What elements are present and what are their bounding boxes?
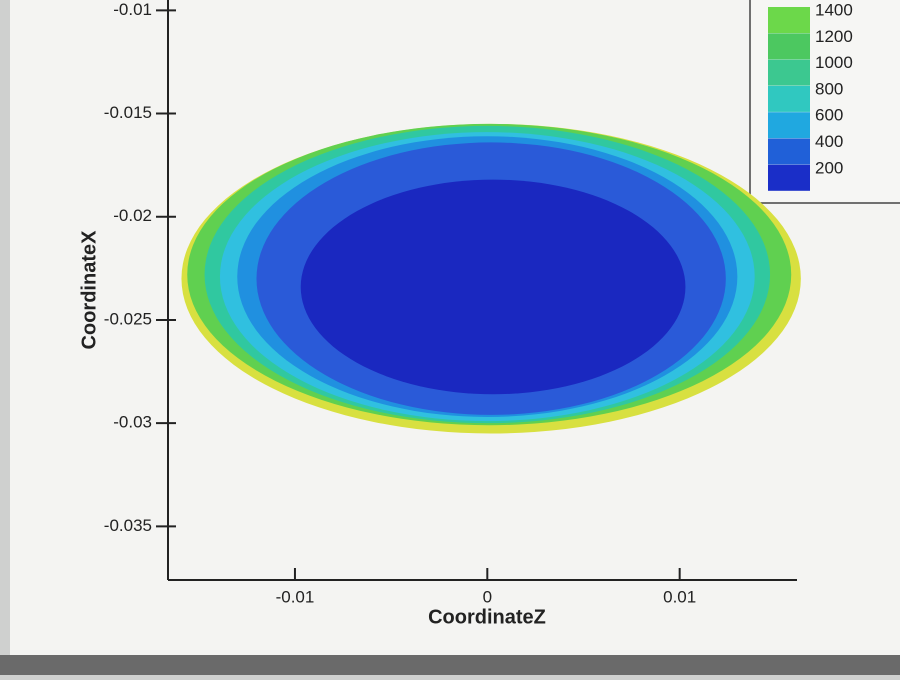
contour-region (300, 179, 686, 395)
screen-bezel (0, 655, 900, 675)
legend-swatch (768, 59, 810, 86)
legend-swatch (768, 138, 810, 165)
y-tick-label: -0.035 (104, 516, 152, 535)
y-axis-label: CoordinateX (78, 230, 100, 350)
y-tick-label: -0.015 (104, 103, 152, 122)
legend-label: 200 (815, 158, 843, 177)
y-tick-label: -0.025 (104, 309, 152, 328)
legend-swatch (768, 112, 810, 139)
x-tick-label: 0.01 (663, 587, 696, 606)
legend-label: 600 (815, 106, 843, 125)
legend-swatch (768, 85, 810, 112)
y-tick-label: -0.03 (113, 413, 152, 432)
legend-label: 400 (815, 132, 843, 151)
legend-label: 1200 (815, 27, 853, 46)
y-tick-label: -0.02 (113, 206, 152, 225)
contour-regions (181, 123, 801, 434)
y-tick-label: -0.01 (113, 0, 152, 19)
legend-swatch (768, 33, 810, 60)
legend-label: 1000 (815, 53, 853, 72)
legend-swatch (768, 164, 810, 191)
legend-label: 800 (815, 79, 843, 98)
x-axis-label: CoordinateZ (428, 606, 546, 628)
legend-label: 1400 (815, 0, 853, 19)
legend-swatch (768, 7, 810, 33)
x-tick-label: -0.01 (276, 587, 315, 606)
x-tick-label: 0 (483, 587, 492, 606)
